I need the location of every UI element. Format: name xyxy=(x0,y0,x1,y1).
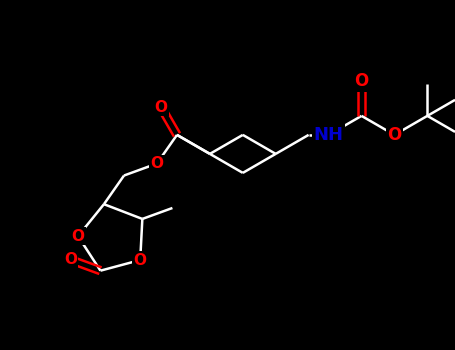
Text: NH: NH xyxy=(313,126,344,144)
Text: O: O xyxy=(134,253,147,267)
Text: O: O xyxy=(155,100,167,115)
Text: O: O xyxy=(354,72,369,90)
Text: O: O xyxy=(64,252,77,267)
Text: O: O xyxy=(387,126,402,144)
Text: O: O xyxy=(151,156,163,171)
Text: O: O xyxy=(71,229,85,244)
